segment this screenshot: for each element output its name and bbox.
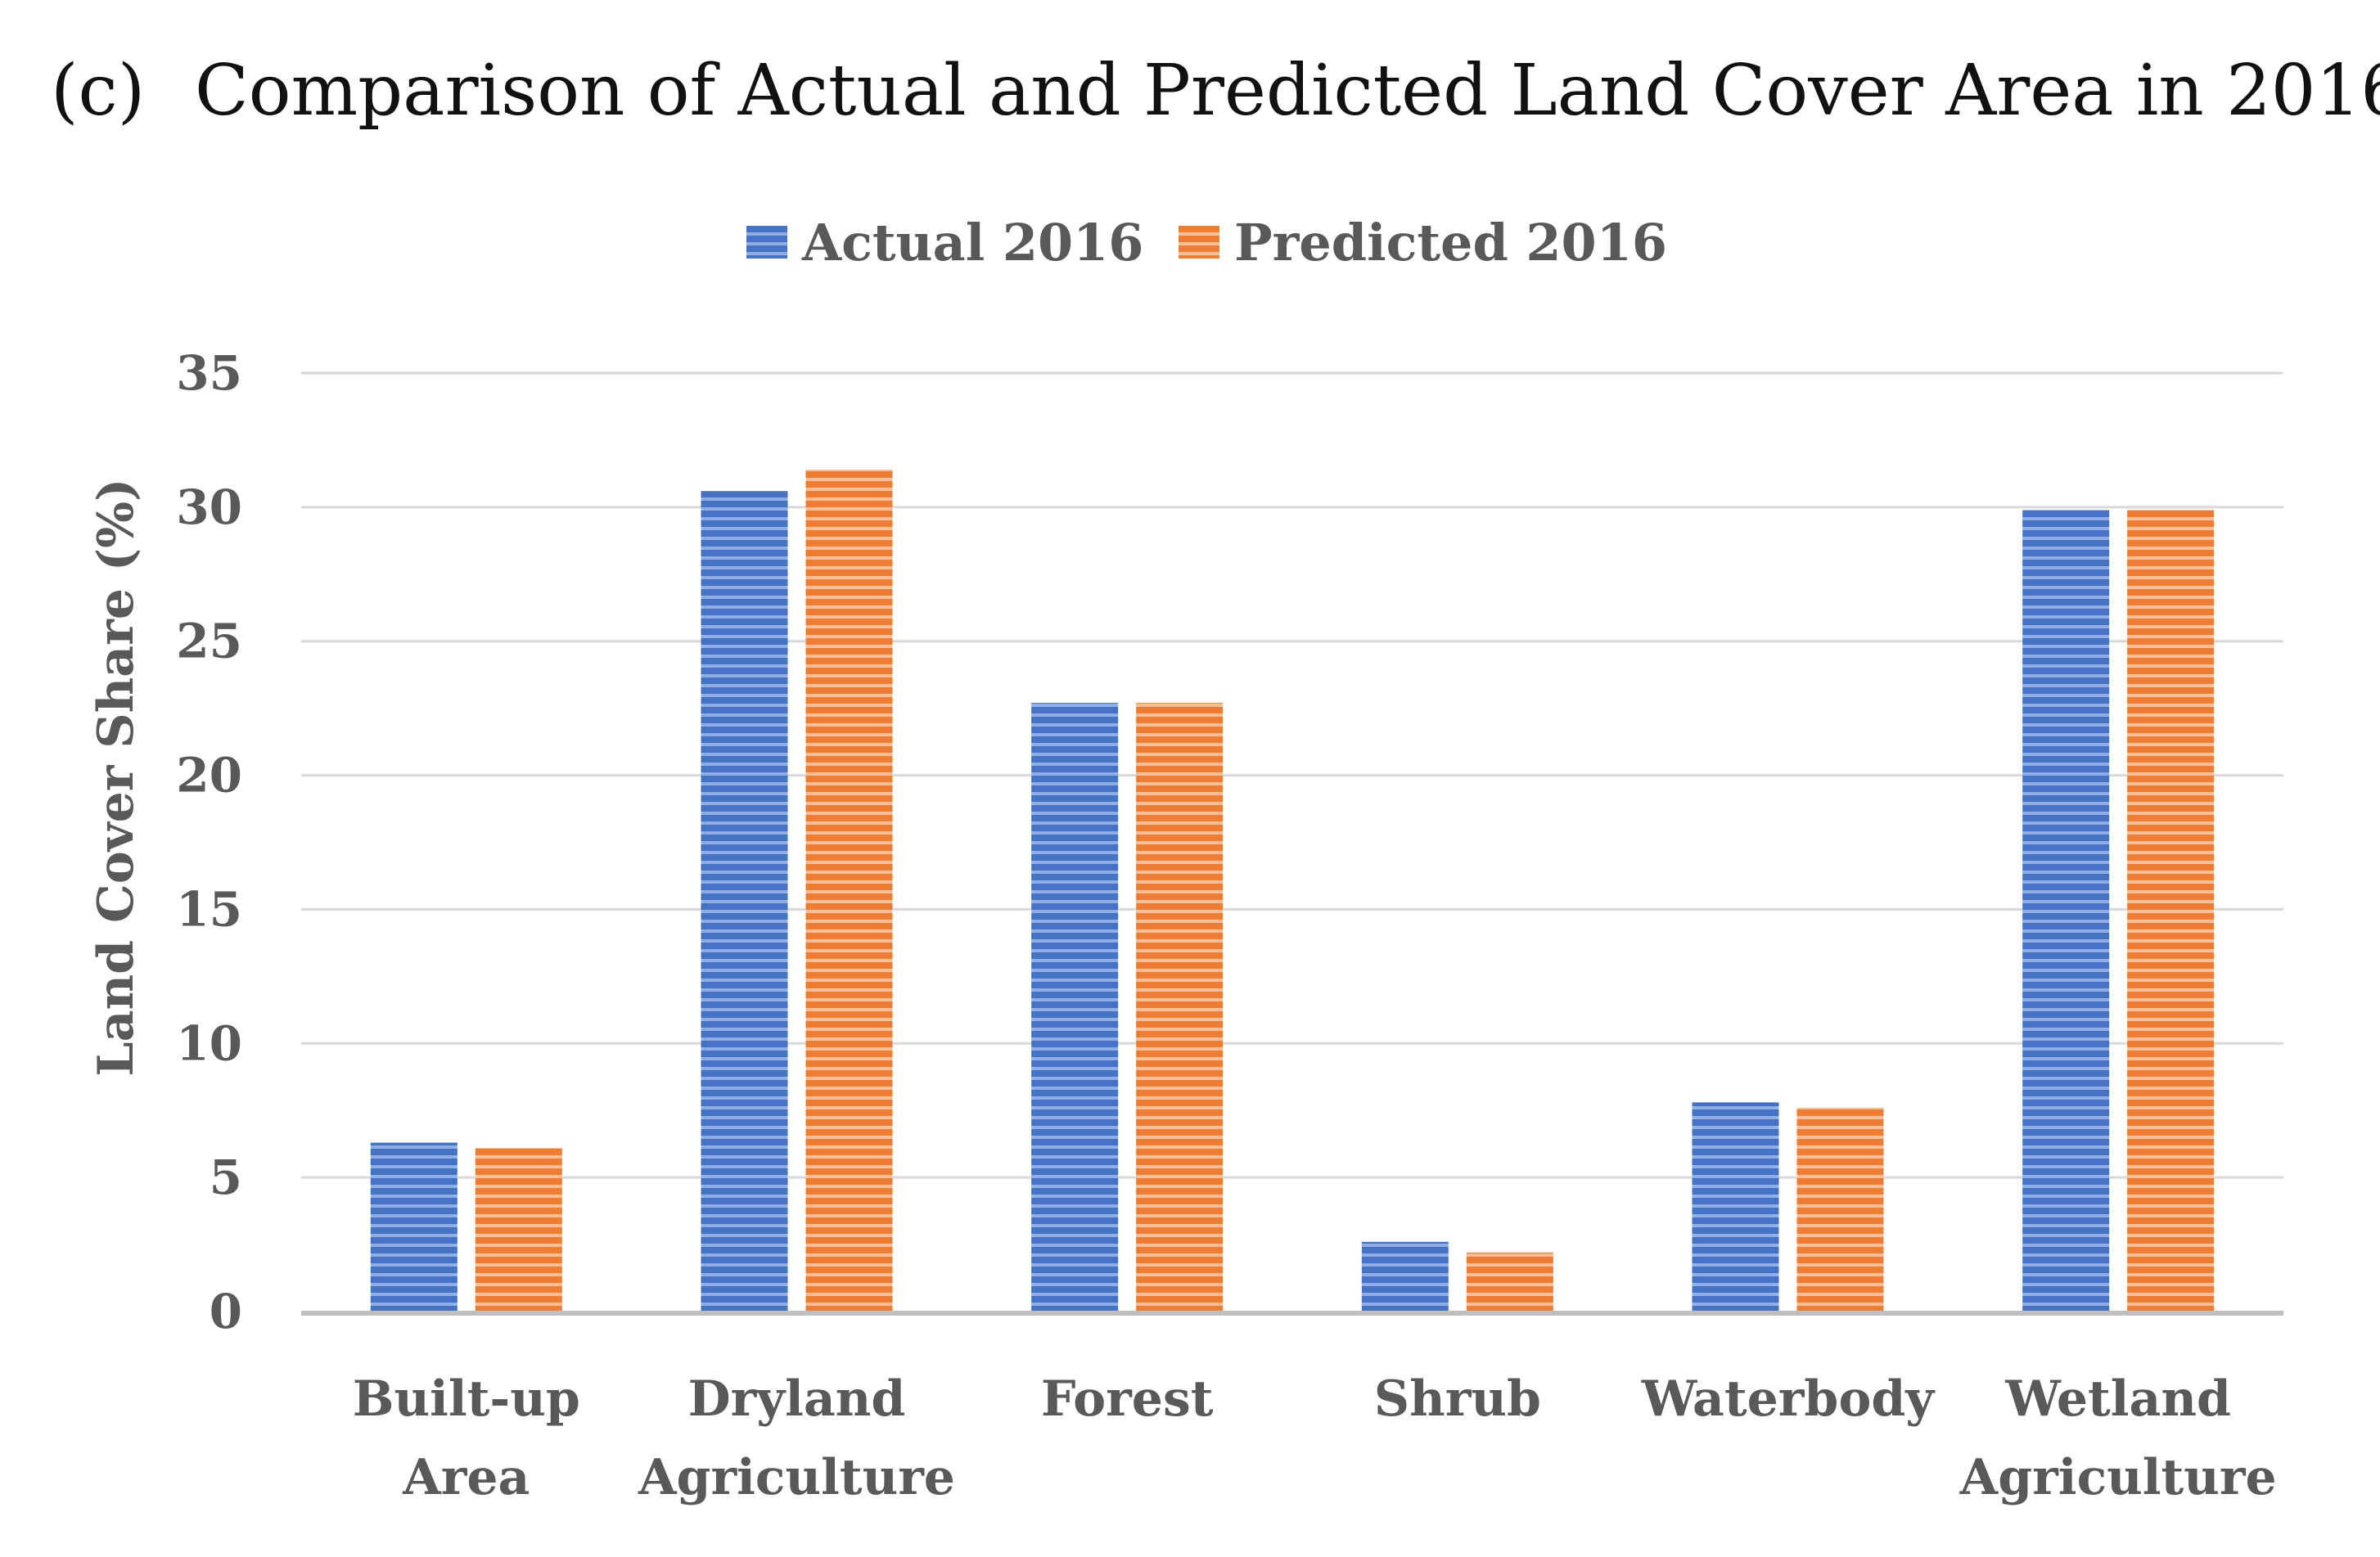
- y-tick-label: 35: [176, 345, 242, 401]
- bar-actual: [1361, 1241, 1449, 1312]
- bar-predicted: [1466, 1252, 1553, 1312]
- x-category-label: Agriculture: [1959, 1449, 2277, 1506]
- panel-label: (c): [51, 50, 145, 132]
- x-category-label: Forest: [1041, 1370, 1214, 1428]
- bar-actual: [2022, 510, 2110, 1312]
- chart-title: Comparison of Actual and Predicted Land …: [195, 50, 2380, 132]
- x-category-label: Waterbody: [1641, 1370, 1936, 1428]
- x-category-label: Area: [402, 1449, 530, 1506]
- legend-label-predicted: Predicted 2016: [1234, 213, 1667, 272]
- y-tick-labels: 0 5 10 15 20 25 30 35: [176, 345, 242, 1339]
- legend: Actual 2016 Predicted 2016: [746, 213, 1667, 272]
- bars: [370, 469, 2215, 1312]
- y-tick-label: 30: [176, 479, 242, 535]
- bar-actual: [701, 491, 788, 1312]
- bar-actual: [1031, 703, 1119, 1312]
- y-tick-label: 20: [176, 748, 242, 803]
- bar-predicted: [475, 1148, 562, 1312]
- x-category-label: Built-up: [353, 1370, 580, 1428]
- bar-predicted: [1796, 1107, 1884, 1312]
- y-tick-label: 10: [176, 1015, 242, 1071]
- legend-label-actual: Actual 2016: [801, 213, 1143, 272]
- x-category-label: Wetland: [2004, 1370, 2231, 1428]
- gridlines: [301, 371, 2283, 1179]
- legend-swatch-predicted: [1179, 226, 1219, 259]
- y-tick-label: 15: [176, 881, 242, 937]
- x-category-labels: Built-up Area Dryland Agriculture Forest Shru…: [353, 1370, 2277, 1506]
- x-category-label: Shrub: [1374, 1370, 1541, 1428]
- bar-predicted: [1136, 703, 1224, 1312]
- x-category-label: Dryland: [688, 1370, 906, 1428]
- y-axis-title: Land Cover Share (%): [88, 478, 145, 1076]
- y-tick-label: 25: [176, 614, 242, 669]
- bar-actual: [1692, 1102, 1779, 1312]
- bar-actual: [370, 1142, 458, 1312]
- y-tick-label: 0: [210, 1284, 242, 1339]
- y-tick-label: 5: [210, 1150, 242, 1205]
- bar-predicted: [2127, 510, 2215, 1312]
- legend-swatch-actual: [746, 226, 787, 259]
- bar-predicted: [805, 469, 893, 1312]
- x-category-label: Agriculture: [638, 1449, 955, 1506]
